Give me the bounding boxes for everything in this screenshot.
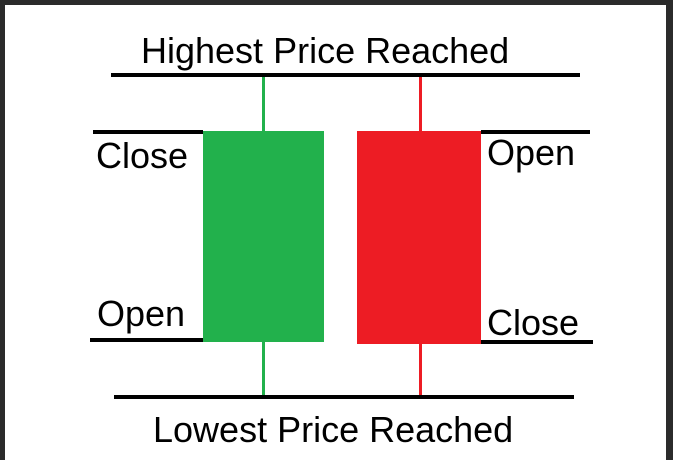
bear-candle-body <box>357 131 481 344</box>
lowest-price-label: Lowest Price Reached <box>153 409 514 450</box>
bear-upper-wick <box>419 77 422 131</box>
bear-lower-wick <box>419 344 422 396</box>
diagram-panel <box>5 5 666 460</box>
lowest-price-line <box>114 395 574 399</box>
bull-close-label: Close <box>96 135 189 176</box>
bear-open-line <box>481 130 590 134</box>
bull-upper-wick <box>262 77 265 131</box>
bear-close-label: Close <box>487 302 580 343</box>
bull-candle-body <box>203 131 324 342</box>
bear-open-label: Open <box>487 132 576 173</box>
highest-price-line <box>111 73 580 77</box>
bull-open-label: Open <box>97 293 186 334</box>
bull-open-line <box>90 338 203 342</box>
bull-lower-wick <box>262 342 265 396</box>
bear-close-line <box>481 340 593 344</box>
bull-close-line <box>93 130 203 134</box>
highest-price-label: Highest Price Reached <box>141 30 510 71</box>
